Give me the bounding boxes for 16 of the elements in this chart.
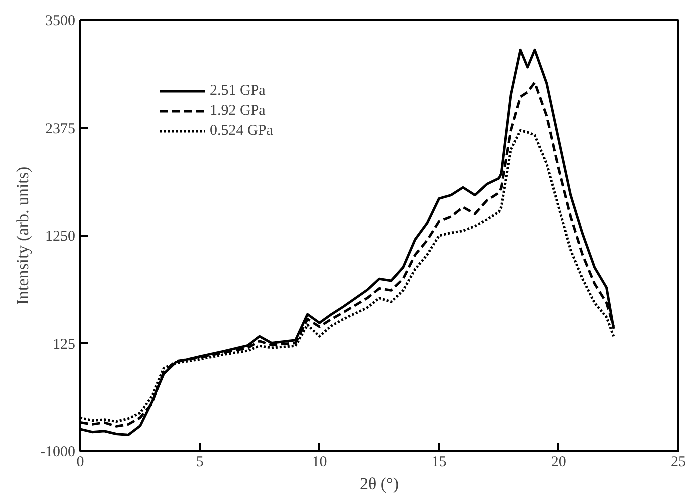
y-tick-label: 3500 [46, 14, 76, 30]
x-tick-label: 20 [551, 454, 566, 470]
y-tick-label: 2375 [46, 121, 76, 138]
x-tick-label: 5 [196, 454, 204, 470]
y-tick-label: -1000 [40, 444, 76, 460]
legend-label: 2.51 GPa [210, 82, 266, 100]
x-tick-label: 25 [671, 454, 686, 470]
y-axis-title: Intensity (arb. units) [14, 166, 33, 306]
x-tick-label: 0 [76, 454, 84, 470]
y-tick-label: 125 [53, 336, 76, 353]
legend-label: 1.92 GPa [210, 102, 266, 120]
x-axis-title: 2θ (°) [360, 474, 400, 494]
y-tick-label: 1250 [46, 229, 76, 245]
legend-label: 0.524 GPa [210, 122, 274, 140]
x-tick-label: 15 [432, 454, 447, 470]
x-tick-label: 10 [312, 454, 328, 470]
